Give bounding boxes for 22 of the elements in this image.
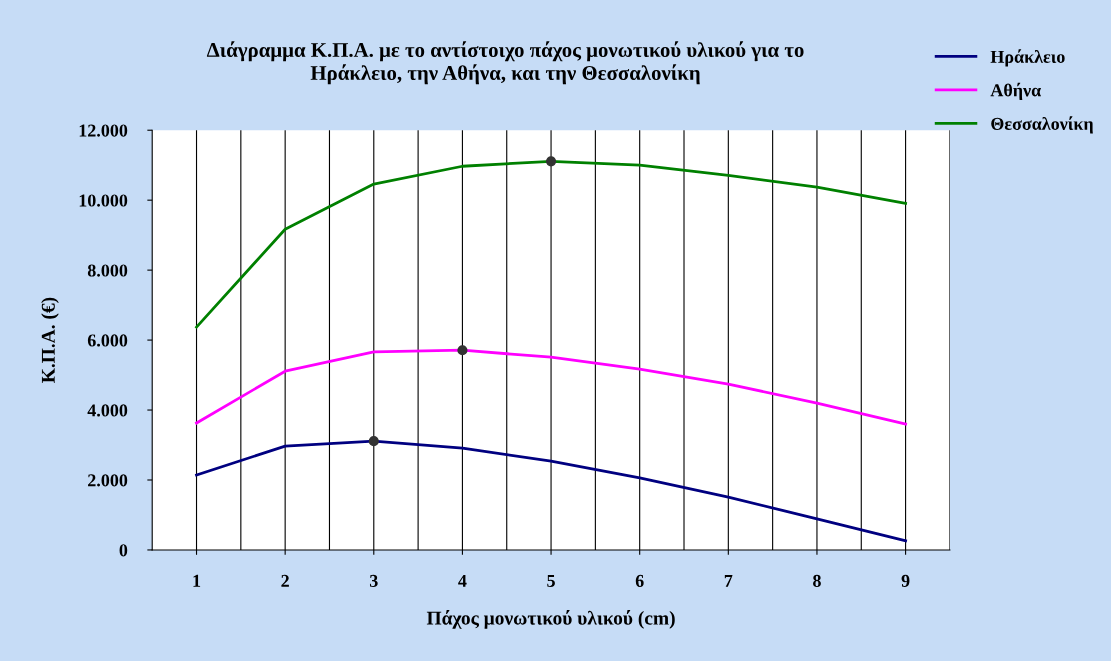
- x-tick-label: 3: [369, 574, 378, 587]
- x-tick-label: 5: [547, 574, 555, 587]
- legend-label: Ηράκλειο: [990, 49, 1065, 67]
- chart-title: Διάγραμμα Κ.Π.Α. με το αντίστοιχο πάχος μονωτικού υλικού για το Ηράκλειο, την Αθήνα, και την Θεσσαλονίκη: [206, 41, 804, 85]
- x-tick-label: 9: [901, 574, 910, 587]
- y-tick-label: 2.000: [88, 474, 128, 487]
- y-tick-label: 8.000: [87, 264, 128, 277]
- x-axis-title: Πάχος μονωτικού υλικού (cm): [426, 610, 675, 629]
- legend-label: Αθήνα: [990, 82, 1041, 101]
- y-tick-label: 0: [119, 544, 128, 557]
- x-tick-label: 6: [635, 574, 644, 587]
- y-tick-label: 4.000: [87, 404, 128, 417]
- y-tick-label: 6.000: [87, 334, 128, 347]
- x-tick-label: 4: [458, 574, 467, 587]
- y-tick-label: 10.000: [79, 194, 128, 207]
- y-axis-title: Κ.Π.Α. (€): [41, 297, 59, 383]
- x-tick-label: 7: [724, 574, 733, 587]
- x-tick-label: 8: [813, 574, 821, 587]
- x-tick-label: 2: [281, 574, 289, 587]
- x-tick-label: 1: [193, 574, 201, 587]
- legend-label: Θεσσαλονίκη: [991, 116, 1093, 134]
- y-tick-label: 12.000: [79, 124, 128, 137]
